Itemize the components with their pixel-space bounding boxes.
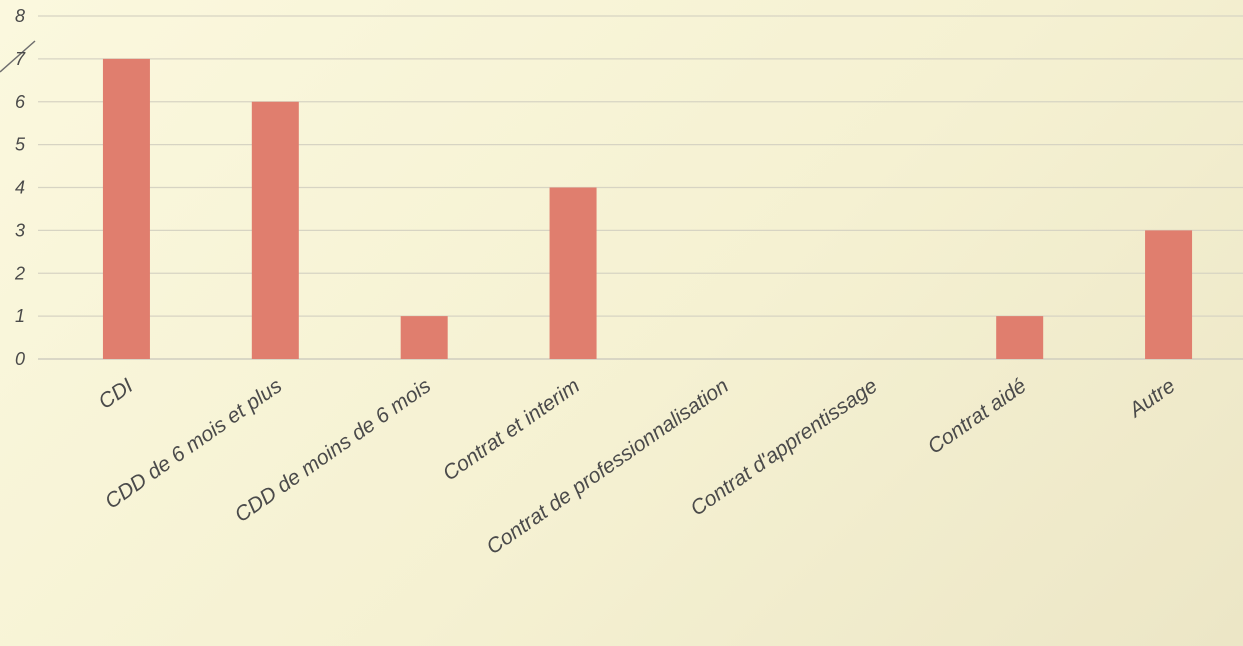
y-tick-label: 3 xyxy=(15,220,25,240)
bar-3 xyxy=(400,316,448,359)
bars xyxy=(102,58,1193,359)
y-tick-label: 4 xyxy=(15,178,25,198)
x-tick-label: Contrat aidé xyxy=(924,374,1031,458)
x-tick-label: CDI xyxy=(94,374,137,414)
bar-1 xyxy=(102,58,150,359)
x-tick-label: Contrat de professionnalisation xyxy=(482,374,732,559)
y-tick-label: 1 xyxy=(15,306,25,326)
y-tick-label: 6 xyxy=(15,92,26,112)
bar-7 xyxy=(996,316,1044,359)
y-tick-label: 2 xyxy=(14,263,25,283)
y-tick-label: 8 xyxy=(15,6,25,26)
y-tick-label: 7 xyxy=(15,49,26,69)
gridlines xyxy=(38,15,1243,317)
x-tick-label: Autre xyxy=(1123,374,1179,423)
y-tick-label: 0 xyxy=(15,349,25,369)
y-tick-labels: 0 1 2 3 4 5 6 7 8 xyxy=(14,6,26,369)
bar-2 xyxy=(251,101,299,359)
decor-slash-line xyxy=(0,40,36,73)
x-tick-label: Contrat et interim xyxy=(439,374,584,485)
bar-4 xyxy=(549,187,597,359)
y-tick-label: 5 xyxy=(15,135,26,155)
bar-8 xyxy=(1145,230,1193,359)
